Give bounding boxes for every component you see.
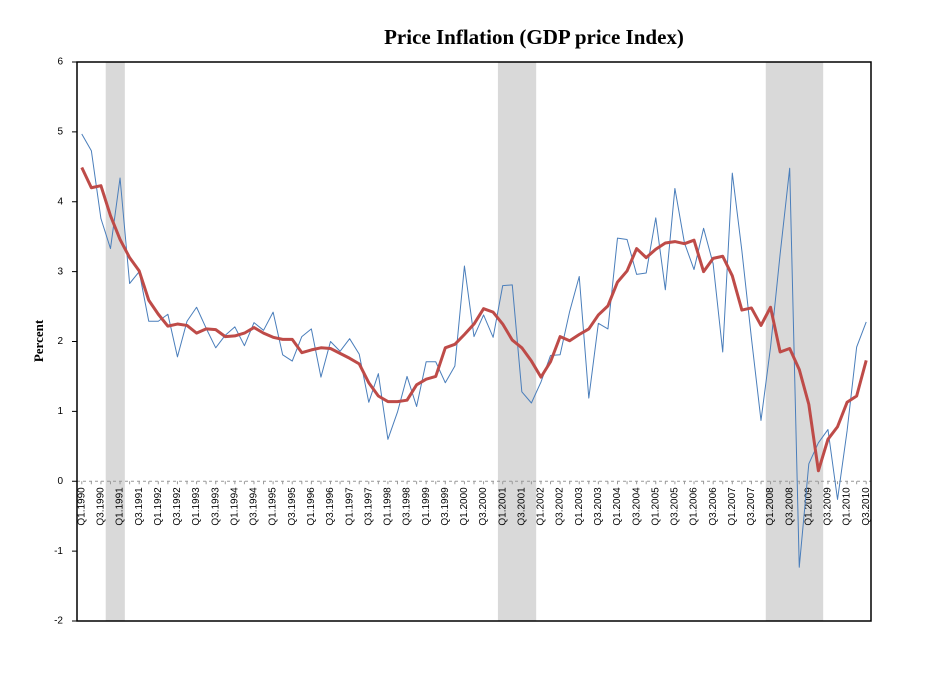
chart-title: Price Inflation (GDP price Index) [384, 25, 684, 49]
y-tick-label: 2 [57, 336, 63, 347]
x-tick-label: Q3.1996 [325, 487, 336, 526]
x-tick-label: Q1.1994 [229, 487, 240, 526]
x-tick-label: Q1.1997 [344, 487, 355, 526]
shaded-period [765, 62, 824, 621]
x-tick-label: Q3.2002 [555, 487, 566, 526]
x-tick-label: Q3.1999 [440, 487, 451, 526]
x-tick-label: Q3.2010 [861, 487, 872, 526]
x-tick-label: Q1.1995 [268, 487, 279, 526]
x-tick-label: Q1.2000 [459, 487, 470, 526]
plot-border [76, 61, 872, 622]
x-tick-label: Q1.1991 [115, 487, 126, 526]
x-tick-label: Q3.1997 [363, 487, 374, 526]
y-tick-label: -2 [54, 616, 63, 627]
x-tick-label: Q1.2009 [803, 487, 814, 526]
x-tick-label: Q3.2004 [631, 487, 642, 526]
x-tick-label: Q3.1991 [134, 487, 145, 526]
x-tick-label: Q1.1996 [306, 487, 317, 526]
x-tick-label: Q3.2006 [708, 487, 719, 526]
x-tick-label: Q3.2009 [823, 487, 834, 526]
x-tick-label: Q3.2000 [478, 487, 489, 526]
x-tick-label: Q3.2005 [670, 487, 681, 526]
y-tick-label: -1 [54, 546, 63, 557]
y-tick-label: 5 [57, 127, 63, 138]
y-tick-label: 1 [57, 406, 63, 417]
x-tick-label: Q3.2001 [516, 487, 527, 526]
x-tick-label: Q3.1993 [210, 487, 221, 526]
x-tick-label: Q1.1998 [383, 487, 394, 526]
series-line [81, 133, 867, 568]
x-tick-label: Q3.1998 [402, 487, 413, 526]
x-tick-label: Q1.2004 [612, 487, 623, 526]
x-tick-label: Q1.1992 [153, 487, 164, 526]
x-tick-label: Q3.1992 [172, 487, 183, 526]
x-tick-label: Q1.2008 [765, 487, 776, 526]
x-tick-label: Q3.1994 [249, 487, 260, 526]
x-tick-label: Q1.2007 [727, 487, 738, 526]
x-tick-label: Q1.1999 [421, 487, 432, 526]
axis-layer: -2 -1 0 1 2 3 4 5 6 Q1.1990 Q3.1990 Q1.1991 Q3.1991 Q… [54, 57, 872, 627]
shading-layer [105, 62, 824, 621]
x-tick-label: Q1.2006 [689, 487, 700, 526]
x-tick-label: Q3.1990 [96, 487, 107, 526]
x-tick-label: Q3.2008 [784, 487, 795, 526]
shaded-period [105, 62, 125, 621]
x-tick-label: Q3.2007 [746, 487, 757, 526]
y-tick-label: 6 [57, 57, 63, 68]
y-axis-label: Percent [31, 319, 46, 362]
x-tick-label: Q1.2002 [536, 487, 547, 526]
line-layer [80, 133, 868, 568]
y-tick-label: 0 [57, 476, 63, 487]
x-tick-label: Q1.2005 [650, 487, 661, 526]
x-tick-label: Q1.2003 [574, 487, 585, 526]
y-tick-label: 4 [57, 196, 63, 207]
series-line [80, 166, 868, 473]
x-tick-label: Q3.1995 [287, 487, 298, 526]
x-tick-label: Q1.2001 [497, 487, 508, 526]
x-tick-label: Q1.1993 [191, 487, 202, 526]
x-tick-label: Q1.2010 [842, 487, 853, 526]
y-tick-label: 3 [57, 266, 63, 277]
x-tick-label: Q3.2003 [593, 487, 604, 526]
x-tick-label: Q1.1990 [76, 487, 87, 526]
